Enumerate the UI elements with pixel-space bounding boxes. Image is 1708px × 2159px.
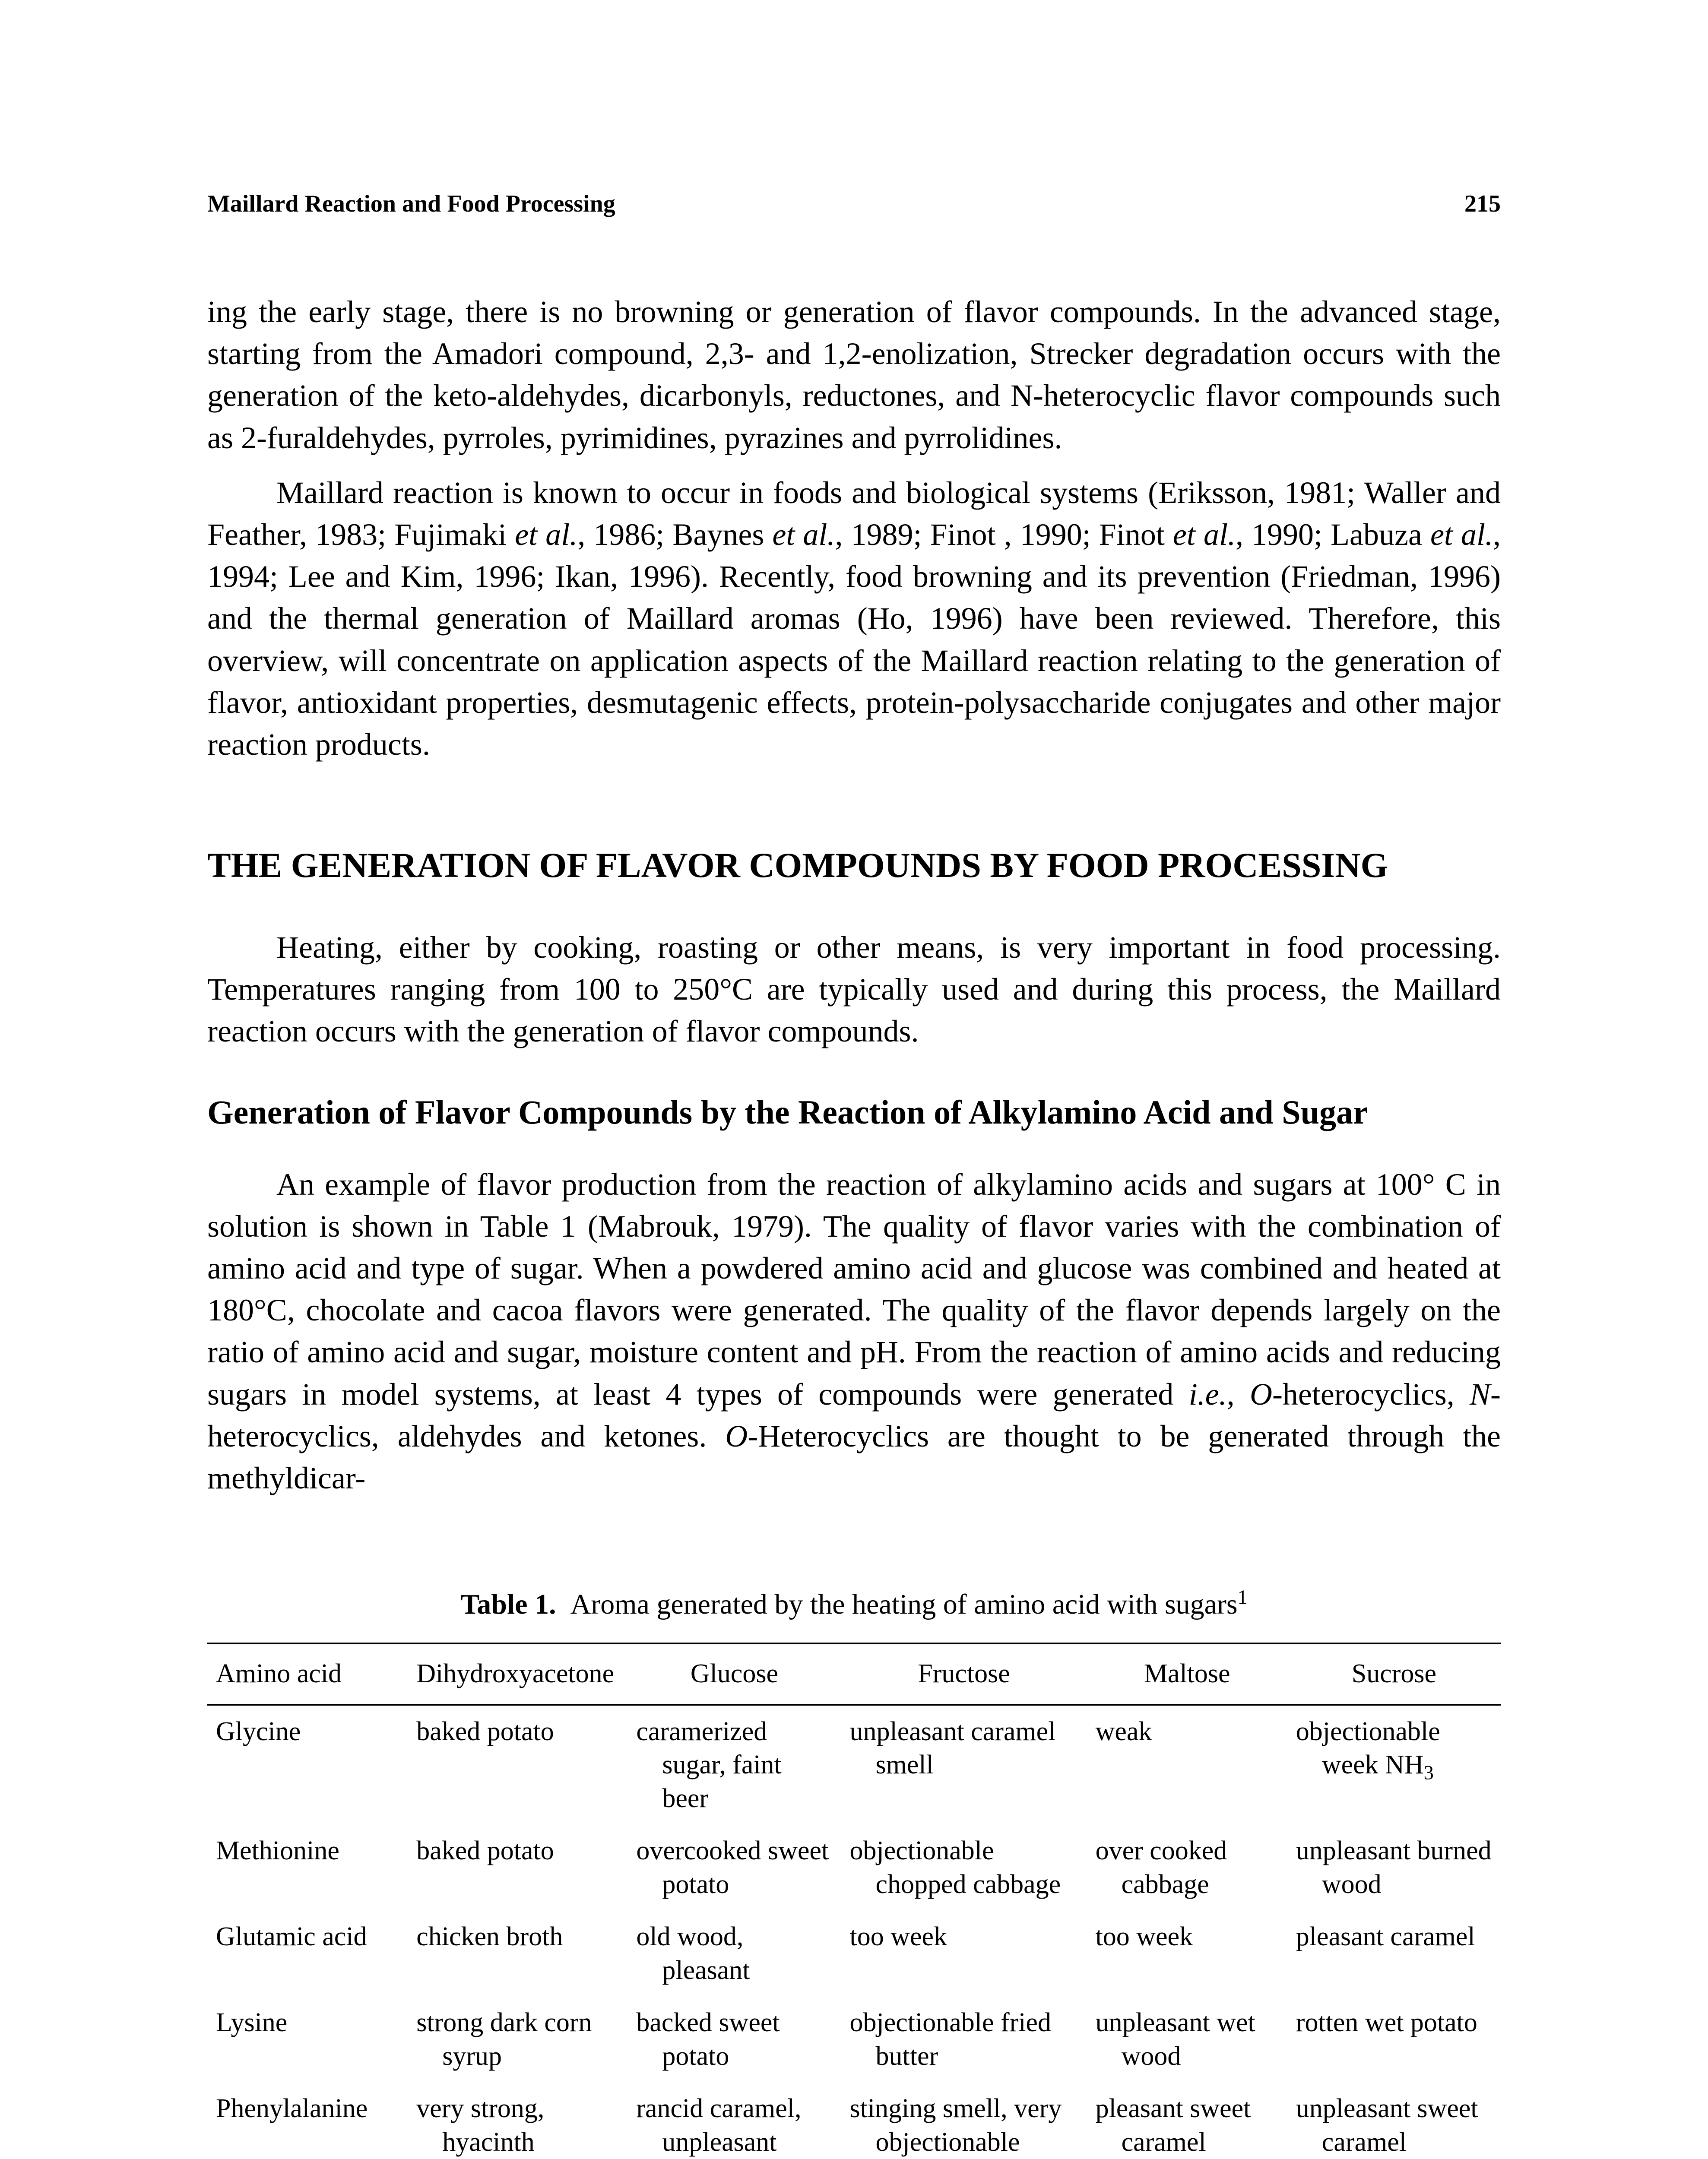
- table-cell: unpleasant wet wood: [1087, 1997, 1287, 2083]
- table-cell: chicken broth: [408, 1911, 627, 1997]
- table-1-block: Table 1. Aroma generated by the heating …: [207, 1586, 1501, 2159]
- table-row: Glutamic acid chicken broth old wood, pl…: [207, 1911, 1501, 1997]
- table-caption: Table 1. Aroma generated by the heating …: [207, 1586, 1501, 1621]
- table-cell: objectionable week NH3: [1287, 1705, 1501, 1825]
- table-cell: rancid caramel, unpleasant violets: [627, 2083, 841, 2159]
- table-cell: objectionable chopped cabbage: [841, 1825, 1087, 1911]
- table-cell: unpleasant caramel smell: [841, 1705, 1087, 1825]
- table-1: Amino acid Dihydroxyacetone Glucose Fruc…: [207, 1643, 1501, 2159]
- table-cell: baked potato: [408, 1825, 627, 1911]
- table-cell: too week: [1087, 1911, 1287, 1997]
- section-heading-main: THE GENERATION OF FLAVOR COMPOUNDS BY FO…: [207, 843, 1501, 888]
- table-row: Methionine baked potato overcooked sweet…: [207, 1825, 1501, 1911]
- table-cell: Methionine: [207, 1825, 408, 1911]
- table-col-header: Dihydroxyacetone: [408, 1643, 627, 1705]
- table-header-row: Amino acid Dihydroxyacetone Glucose Fruc…: [207, 1643, 1501, 1705]
- paragraph-1: ing the early stage, there is no brownin…: [207, 291, 1501, 459]
- paragraph-2: Maillard reaction is known to occur in f…: [207, 472, 1501, 766]
- table-cell: very strong, hyacinth: [408, 2083, 627, 2159]
- table-cell: Glycine: [207, 1705, 408, 1825]
- table-cell: pleasant sweet caramel: [1087, 2083, 1287, 2159]
- table-body: Glycine baked potato caramerized sugar, …: [207, 1705, 1501, 2159]
- table-row: Phenylalanine very strong, hyacinth ranc…: [207, 2083, 1501, 2159]
- page-number: 215: [1464, 190, 1501, 218]
- table-col-header: Sucrose: [1287, 1643, 1501, 1705]
- table-cell: weak: [1087, 1705, 1287, 1825]
- table-cell: old wood, pleasant: [627, 1911, 841, 1997]
- table-row: Lysine strong dark corn syrup backed swe…: [207, 1997, 1501, 2083]
- table-cell: Phenylalanine: [207, 2083, 408, 2159]
- table-cell: strong dark corn syrup: [408, 1997, 627, 2083]
- table-cell: overcooked sweet potato: [627, 1825, 841, 1911]
- table-col-header: Maltose: [1087, 1643, 1287, 1705]
- table-cell: unpleasant sweet caramel: [1287, 2083, 1501, 2159]
- table-col-header: Amino acid: [207, 1643, 408, 1705]
- table-cell: over cooked cabbage: [1087, 1825, 1287, 1911]
- table-cell: caramerized sugar, faint beer: [627, 1705, 841, 1825]
- page: Maillard Reaction and Food Processing 21…: [0, 0, 1708, 2159]
- table-cell: objectionable fried butter: [841, 1997, 1087, 2083]
- table-cell: baked potato: [408, 1705, 627, 1825]
- table-cell: too week: [841, 1911, 1087, 1997]
- table-col-header: Glucose: [627, 1643, 841, 1705]
- section-paragraph-2: An example of flavor production from the…: [207, 1164, 1501, 1500]
- section-heading-sub: Generation of Flavor Compounds by the Re…: [207, 1091, 1501, 1133]
- table-col-header: Fructose: [841, 1643, 1087, 1705]
- table-cell: Glutamic acid: [207, 1911, 408, 1997]
- section-paragraph-1: Heating, either by cooking, roasting or …: [207, 927, 1501, 1053]
- table-row: Glycine baked potato caramerized sugar, …: [207, 1705, 1501, 1825]
- table-cell: stinging smell, very objectionable: [841, 2083, 1087, 2159]
- running-title: Maillard Reaction and Food Processing: [207, 190, 615, 218]
- running-head: Maillard Reaction and Food Processing 21…: [207, 190, 1501, 218]
- table-cell: rotten wet potato: [1287, 1997, 1501, 2083]
- table-cell: backed sweet potato: [627, 1997, 841, 2083]
- table-cell: Lysine: [207, 1997, 408, 2083]
- table-cell: pleasant caramel: [1287, 1911, 1501, 1997]
- table-cell: unpleasant burned wood: [1287, 1825, 1501, 1911]
